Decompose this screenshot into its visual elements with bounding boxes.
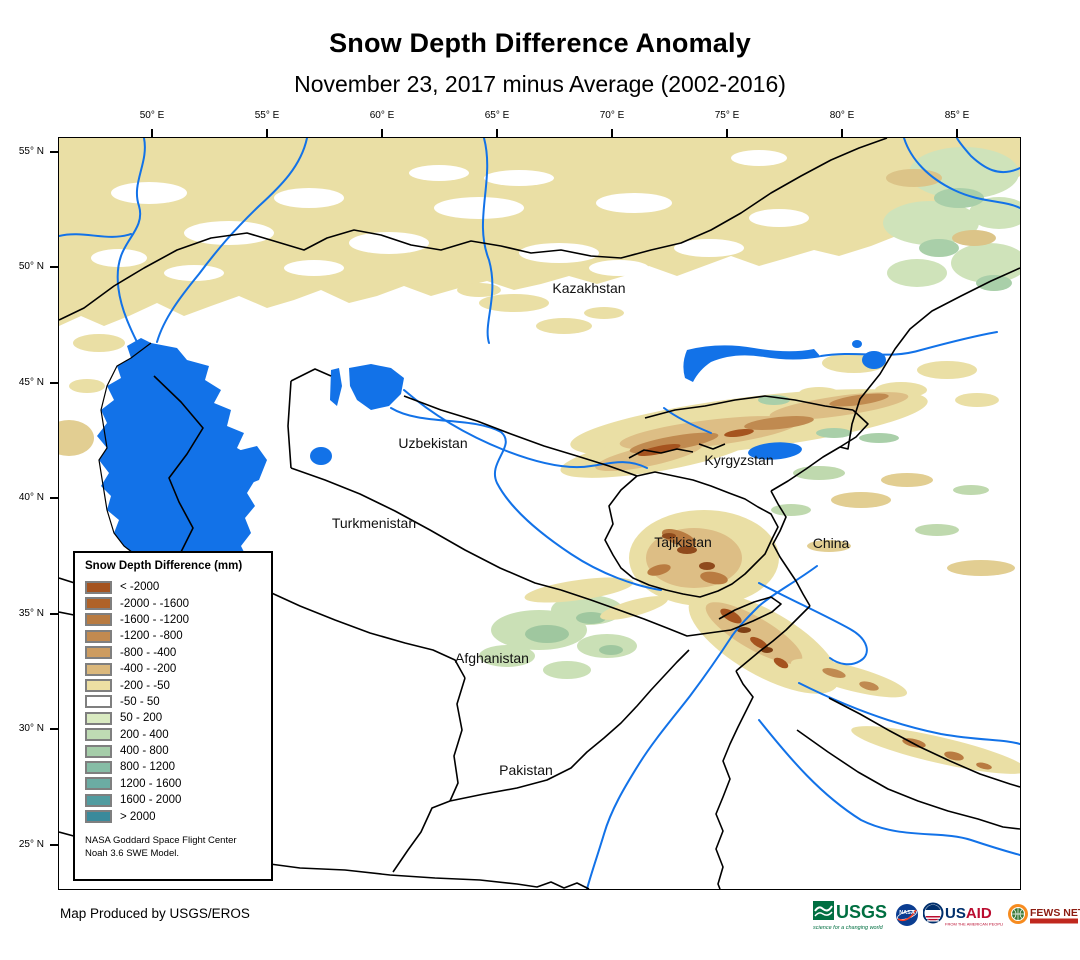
- y-axis-label: 40° N: [18, 492, 44, 503]
- x-axis-label: 75° E: [714, 110, 740, 121]
- lakes: [97, 338, 886, 566]
- x-axis-label: 70° E: [599, 110, 625, 121]
- x-axis-label: 60° E: [369, 110, 395, 121]
- country-label-uzbekistan: Uzbekistan: [398, 435, 467, 451]
- legend: Snow Depth Difference (mm) < -2000 -2000…: [73, 551, 273, 881]
- svg-text:USGS: USGS: [836, 902, 887, 922]
- x-tick: [726, 129, 728, 137]
- legend-row: < -2000: [85, 579, 265, 595]
- legend-row: 400 - 800: [85, 743, 265, 759]
- country-label-china: China: [813, 535, 850, 551]
- country-label-kyrgyzstan: Kyrgyzstan: [704, 452, 773, 468]
- x-axis-label: 85° E: [944, 110, 970, 121]
- y-tick: [50, 613, 58, 615]
- country-label-afghanistan: Afghanistan: [455, 650, 529, 666]
- legend-swatch: [85, 580, 112, 594]
- legend-swatch: [85, 629, 112, 643]
- legend-row: -200 - -50: [85, 677, 265, 693]
- y-axis-label: 55° N: [18, 146, 44, 157]
- svg-text:USAID: USAID: [945, 905, 992, 922]
- country-borders: [59, 138, 1020, 889]
- x-tick: [381, 129, 383, 137]
- legend-swatch: [85, 646, 112, 660]
- y-axis-label: 45° N: [18, 377, 44, 388]
- legend-swatch: [85, 597, 112, 611]
- legend-row: > 2000: [85, 808, 265, 824]
- x-axis-label: 50° E: [139, 110, 165, 121]
- legend-row: 50 - 200: [85, 710, 265, 726]
- lake-issyk-kul: [748, 442, 802, 460]
- legend-swatch: [85, 711, 112, 725]
- svg-text:FROM THE AMERICAN PEOPLE: FROM THE AMERICAN PEOPLE: [945, 922, 1003, 927]
- country-label-pakistan: Pakistan: [499, 762, 553, 778]
- y-tick: [50, 382, 58, 384]
- map-credit: Map Produced by USGS/EROS: [60, 906, 250, 921]
- legend-row: -50 - 50: [85, 694, 265, 710]
- legend-swatch: [85, 793, 112, 807]
- y-tick: [50, 151, 58, 153]
- page-title: Snow Depth Difference Anomaly: [329, 28, 751, 58]
- x-tick: [956, 129, 958, 137]
- legend-row: -800 - -400: [85, 645, 265, 661]
- usaid-logo: USAID FROM THE AMERICAN PEOPLE: [923, 902, 1003, 927]
- x-tick: [151, 129, 153, 137]
- y-tick: [50, 266, 58, 268]
- country-label-turkmenistan: Turkmenistan: [332, 515, 416, 531]
- svg-text:NASA: NASA: [899, 910, 915, 916]
- legend-swatch: [85, 744, 112, 758]
- aral-sea-west: [330, 368, 342, 406]
- rivers: [59, 138, 1020, 889]
- x-axis-label: 55° E: [254, 110, 280, 121]
- legend-row: -2000 - -1600: [85, 595, 265, 611]
- x-tick: [266, 129, 268, 137]
- y-tick: [50, 844, 58, 846]
- usgs-logo: USGS science for a changing world: [813, 901, 887, 931]
- legend-source: NASA Goddard Space Flight Center Noah 3.…: [85, 834, 237, 860]
- map-svg: Kazakhstan Uzbekistan Turkmenistan Kyrgy…: [59, 138, 1020, 889]
- y-axis-label: 25° N: [18, 839, 44, 850]
- legend-row: -1600 - -1200: [85, 612, 265, 628]
- legend-row: -1200 - -800: [85, 628, 265, 644]
- svg-text:science for a changing world: science for a changing world: [813, 925, 884, 931]
- sarygamysh-lake: [310, 447, 332, 465]
- y-axis-label: 35° N: [18, 608, 44, 619]
- caspian-sea: [97, 338, 255, 566]
- y-axis-label: 30° N: [18, 723, 44, 734]
- legend-row: -400 - -200: [85, 661, 265, 677]
- legend-swatch: [85, 679, 112, 693]
- legend-swatch: [85, 777, 112, 791]
- legend-row: 800 - 1200: [85, 759, 265, 775]
- x-axis-label: 65° E: [484, 110, 510, 121]
- snow-anomaly-negative-band: [59, 138, 1020, 456]
- x-axis-label: 80° E: [829, 110, 855, 121]
- nasa-logo: NASA: [896, 904, 918, 926]
- legend-row: 1200 - 1600: [85, 776, 265, 792]
- country-label-tajikistan: Tajikistan: [654, 534, 712, 550]
- legend-swatch: [85, 810, 112, 824]
- x-tick: [611, 129, 613, 137]
- legend-row: 200 - 400: [85, 727, 265, 743]
- mountain-anomaly-areas: [524, 389, 1020, 774]
- country-label-kazakhstan: Kazakhstan: [552, 280, 625, 296]
- legend-row: 1600 - 2000: [85, 792, 265, 808]
- legend-swatch: [85, 695, 112, 709]
- svg-text:FEWS NET: FEWS NET: [1030, 907, 1080, 919]
- page-subtitle: November 23, 2017 minus Average (2002-20…: [294, 71, 786, 97]
- x-tick: [841, 129, 843, 137]
- legend-swatch: [85, 613, 112, 627]
- y-axis-label: 50° N: [18, 261, 44, 272]
- y-tick: [50, 497, 58, 499]
- lake-balkhash: [683, 345, 821, 382]
- legend-swatch: [85, 662, 112, 676]
- x-tick: [496, 129, 498, 137]
- garabogaz-gulf: [229, 446, 267, 488]
- fews-net-logo: FEWS NET: [1008, 904, 1080, 924]
- legend-title: Snow Depth Difference (mm): [85, 560, 243, 572]
- logo-row: USGS science for a changing world NASA U…: [813, 897, 1080, 933]
- y-tick: [50, 728, 58, 730]
- aral-sea-east: [349, 364, 404, 410]
- legend-swatch: [85, 728, 112, 742]
- legend-swatch: [85, 760, 112, 774]
